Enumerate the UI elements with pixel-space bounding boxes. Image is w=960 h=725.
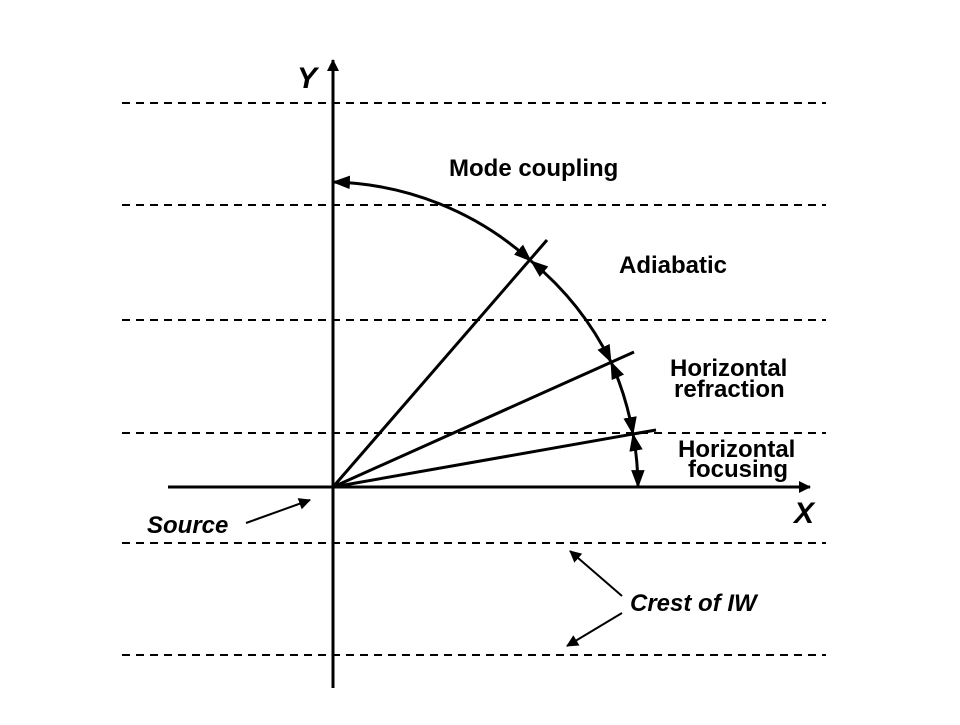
label-adiabatic: Adiabatic — [619, 252, 727, 279]
label-horizontal-refraction-line1: Horizontal — [670, 355, 787, 382]
crest-label: Crest of IW — [630, 590, 759, 617]
source-label: Source — [147, 512, 228, 539]
y-axis-label: Y — [297, 62, 320, 95]
x-axis-label: X — [792, 497, 816, 530]
arc-horizontal-focusing — [629, 432, 645, 489]
label-mode-coupling: Mode coupling — [449, 155, 618, 182]
arc-mode-coupling — [331, 175, 533, 263]
ray-adiabatic-boundary — [331, 239, 549, 488]
arc-adiabatic — [530, 259, 613, 364]
crest-pointer-arrow-upper — [569, 550, 623, 597]
label-horizontal-focusing-line1: Horizontal — [678, 436, 795, 463]
label-horizontal-focusing-line2: focusing — [688, 456, 788, 483]
ray-focusing-boundary — [332, 428, 657, 489]
label-horizontal-refraction-line2: refraction — [674, 376, 785, 403]
source-pointer-arrow — [245, 498, 311, 524]
crest-pointer-arrow-lower — [566, 612, 623, 647]
arc-horizontal-refraction — [609, 360, 637, 436]
ray-refraction-boundary — [332, 350, 635, 489]
